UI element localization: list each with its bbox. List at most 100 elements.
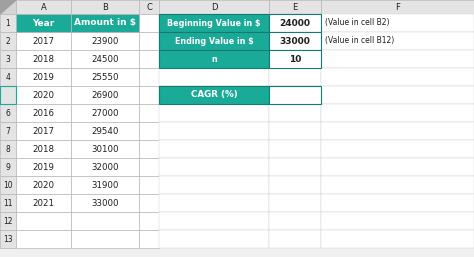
Text: E: E xyxy=(292,3,298,12)
Text: 2017: 2017 xyxy=(33,126,55,135)
Bar xyxy=(0,140,16,158)
Text: 2021: 2021 xyxy=(33,198,55,207)
Bar xyxy=(139,86,159,104)
Text: 2019: 2019 xyxy=(33,72,55,81)
Text: 9: 9 xyxy=(6,162,10,171)
Bar xyxy=(159,158,269,176)
Bar xyxy=(16,194,71,212)
Bar xyxy=(71,122,139,140)
Text: (Value in cell B12): (Value in cell B12) xyxy=(325,36,394,45)
Text: 11: 11 xyxy=(3,198,13,207)
Bar xyxy=(269,0,321,14)
Bar xyxy=(159,140,269,158)
Text: 6: 6 xyxy=(6,108,10,117)
Bar xyxy=(71,140,139,158)
Bar xyxy=(139,68,159,86)
Bar xyxy=(269,212,321,230)
Text: 31900: 31900 xyxy=(91,180,118,189)
Bar xyxy=(139,212,159,230)
Text: 2018: 2018 xyxy=(33,144,55,153)
Text: n: n xyxy=(211,54,217,63)
Bar xyxy=(159,86,269,104)
Text: Amount in $: Amount in $ xyxy=(74,19,136,27)
Text: F: F xyxy=(395,3,400,12)
Text: 30100: 30100 xyxy=(91,144,119,153)
Text: 8: 8 xyxy=(6,144,10,153)
Bar xyxy=(16,86,71,104)
Bar xyxy=(139,104,159,122)
Bar xyxy=(0,32,16,50)
Bar xyxy=(139,230,159,248)
Bar xyxy=(321,230,474,248)
Bar xyxy=(0,104,16,122)
Bar xyxy=(269,32,321,50)
Bar xyxy=(71,104,139,122)
Bar xyxy=(269,230,321,248)
Bar xyxy=(0,212,16,230)
Text: 2018: 2018 xyxy=(33,54,55,63)
Text: 27000: 27000 xyxy=(91,108,119,117)
Bar xyxy=(139,50,159,68)
Bar xyxy=(269,104,321,122)
Bar xyxy=(16,230,71,248)
Bar xyxy=(0,194,16,212)
Text: 10: 10 xyxy=(289,54,301,63)
Bar xyxy=(0,176,16,194)
Text: 33000: 33000 xyxy=(280,36,310,45)
Bar xyxy=(139,194,159,212)
Text: A: A xyxy=(41,3,46,12)
Text: 24500: 24500 xyxy=(91,54,119,63)
Bar xyxy=(16,68,71,86)
Bar xyxy=(16,0,71,14)
Bar xyxy=(159,122,269,140)
Text: 25550: 25550 xyxy=(91,72,119,81)
Bar xyxy=(321,140,474,158)
Bar xyxy=(16,50,71,68)
Text: Beginning Value in $: Beginning Value in $ xyxy=(167,19,261,27)
Bar xyxy=(321,104,474,122)
Bar xyxy=(269,14,321,32)
Bar xyxy=(159,14,269,32)
Bar xyxy=(159,14,269,32)
Bar xyxy=(71,212,139,230)
Text: 24000: 24000 xyxy=(91,19,119,27)
Bar xyxy=(0,230,16,248)
Bar xyxy=(159,86,269,104)
Bar xyxy=(139,122,159,140)
Bar xyxy=(139,176,159,194)
Bar xyxy=(321,122,474,140)
Bar xyxy=(269,176,321,194)
Bar xyxy=(139,32,159,50)
Bar xyxy=(159,176,269,194)
Bar xyxy=(16,122,71,140)
Bar xyxy=(16,140,71,158)
Bar xyxy=(269,68,321,86)
Bar xyxy=(159,68,269,86)
Bar xyxy=(269,50,321,68)
Text: 5: 5 xyxy=(6,90,10,99)
Text: 2020: 2020 xyxy=(33,90,55,99)
Text: 32000: 32000 xyxy=(91,162,119,171)
Text: Year: Year xyxy=(32,19,55,27)
Bar xyxy=(139,140,159,158)
Bar xyxy=(16,104,71,122)
Bar xyxy=(0,158,16,176)
Bar xyxy=(71,68,139,86)
Text: B: B xyxy=(102,3,108,12)
Bar xyxy=(16,14,71,32)
Bar xyxy=(269,32,321,50)
Bar xyxy=(321,32,474,50)
Bar xyxy=(159,194,269,212)
Text: 1: 1 xyxy=(6,19,10,27)
Polygon shape xyxy=(0,0,16,14)
Bar xyxy=(0,86,16,104)
Bar xyxy=(321,212,474,230)
Text: 2: 2 xyxy=(6,36,10,45)
Bar xyxy=(321,14,474,32)
Text: 4: 4 xyxy=(6,72,10,81)
Bar xyxy=(159,0,269,14)
Bar xyxy=(71,50,139,68)
Bar xyxy=(71,14,139,32)
Text: CAGR (%): CAGR (%) xyxy=(191,90,237,99)
Bar xyxy=(71,176,139,194)
